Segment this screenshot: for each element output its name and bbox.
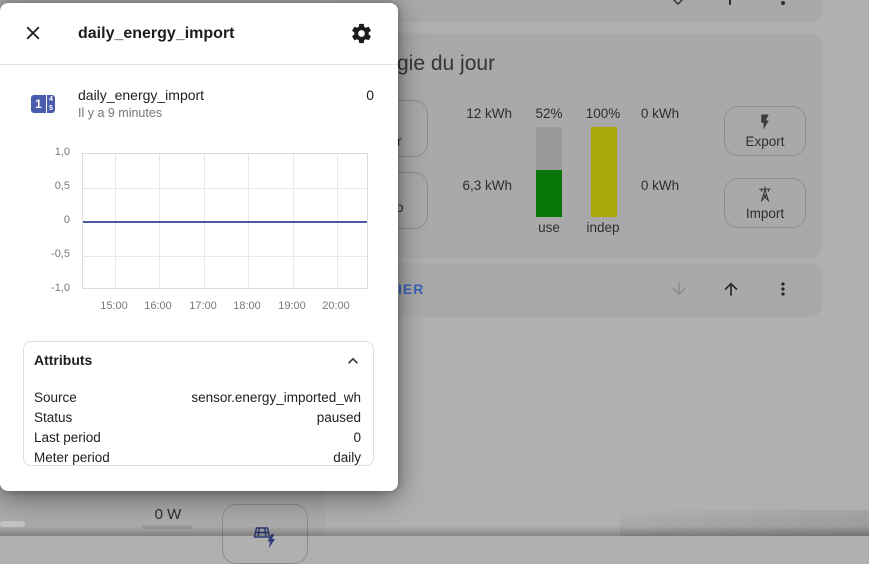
attribute-row: Source sensor.energy_imported_wh — [24, 387, 373, 407]
flash-icon — [756, 113, 774, 131]
gridline-h — [83, 188, 367, 189]
attribute-label: Meter period — [34, 449, 110, 465]
attribute-row: Status paused — [24, 407, 373, 427]
bar-indep-percent: 100% — [585, 106, 621, 121]
bar-use-label: use — [538, 220, 560, 235]
flow-right-top: 0 kWh — [640, 106, 680, 121]
x-axis-tick: 16:00 — [144, 300, 172, 312]
x-axis-tick: 15:00 — [100, 300, 128, 312]
export-button[interactable]: Export — [724, 106, 806, 156]
partial-button-2-label: o — [396, 200, 404, 215]
bar-use — [536, 127, 562, 217]
y-axis-tick: 0 — [63, 214, 70, 226]
import-button[interactable]: Import — [724, 178, 806, 228]
toolbar-text-button[interactable]: IER — [398, 281, 425, 297]
y-axis-tick: 0,5 — [54, 180, 70, 192]
arrow-down-icon[interactable] — [669, 279, 689, 299]
x-axis-tick: 19:00 — [278, 300, 306, 312]
scrollbar-handle[interactable] — [0, 521, 25, 527]
bar-segment-bar_gray — [536, 127, 562, 171]
import-button-label: Import — [745, 206, 785, 221]
gear-icon[interactable] — [350, 22, 374, 46]
bar-segment-bar_green — [536, 170, 562, 217]
bar-use-percent: 52% — [535, 106, 563, 121]
attributes-title: Attributs — [34, 352, 93, 368]
bottom-corner-shade — [620, 510, 869, 536]
arrow-up-icon[interactable] — [729, 0, 731, 5]
dots-vertical-icon[interactable] — [781, 1, 785, 5]
flow-right-bottom: 0 kWh — [640, 178, 680, 193]
power-underline — [142, 525, 192, 529]
attribute-value: 0 — [353, 429, 361, 445]
chart-plot-area — [82, 153, 368, 289]
attribute-value: sensor.energy_imported_wh — [191, 389, 361, 405]
x-axis-tick: 17:00 — [189, 300, 217, 312]
chevron-up-icon[interactable] — [343, 351, 363, 371]
flow-left-top: 12 kWh — [466, 106, 512, 121]
attribute-label: Status — [34, 409, 73, 425]
x-axis-tick: 20:00 — [322, 300, 350, 312]
partial-button-1-label: r — [397, 134, 402, 149]
dots-vertical-icon[interactable] — [773, 279, 793, 299]
arrow-up-icon[interactable] — [721, 279, 741, 299]
bottom-edge-shade — [0, 526, 869, 536]
entity-state: 0 — [366, 87, 374, 103]
series-line-daily_energy_import — [83, 221, 367, 223]
y-axis-tick: 1,0 — [54, 146, 70, 158]
bar-segment-bar_yellow — [591, 127, 617, 217]
attribute-label: Last period — [34, 429, 101, 445]
gridline-h — [83, 256, 367, 257]
chevron-down-icon[interactable] — [671, 0, 685, 6]
attributes-box: Attributs Source sensor.energy_imported_w… — [23, 341, 374, 466]
bar-indep — [591, 127, 617, 217]
export-button-label: Export — [745, 134, 785, 149]
y-axis-tick: -0,5 — [51, 248, 70, 260]
energy-card-heading: gie du jour — [397, 52, 496, 75]
card-above-energy — [335, 0, 822, 22]
transmission-tower-icon — [756, 185, 774, 203]
power-value: 0 W — [154, 506, 182, 523]
history-chart[interactable]: 1,0 0,5 0 -0,5 -1,0 15:00 16:00 17:00 18:00 19:00… — [0, 138, 398, 323]
dialog-title: daily_energy_import — [78, 25, 235, 42]
attribute-value: paused — [316, 409, 361, 425]
attributes-rows: Source sensor.energy_imported_wh Status pau… — [24, 387, 373, 467]
entity-last-changed: Il y a 9 minutes — [78, 106, 163, 120]
header-divider — [0, 64, 398, 65]
attribute-row: Meter period daily — [24, 447, 373, 467]
entity-name: daily_energy_import — [78, 87, 205, 103]
flow-left-bottom: 6,3 kWh — [462, 178, 512, 193]
bar-indep-label: indep — [586, 220, 620, 235]
attribute-value: daily — [333, 449, 361, 465]
attribute-row: Last period 0 — [24, 427, 373, 447]
x-axis-tick: 18:00 — [233, 300, 261, 312]
y-axis-tick: -1,0 — [51, 282, 70, 294]
attribute-label: Source — [34, 389, 77, 405]
close-icon[interactable] — [22, 22, 46, 46]
toolbar-card — [335, 263, 822, 317]
